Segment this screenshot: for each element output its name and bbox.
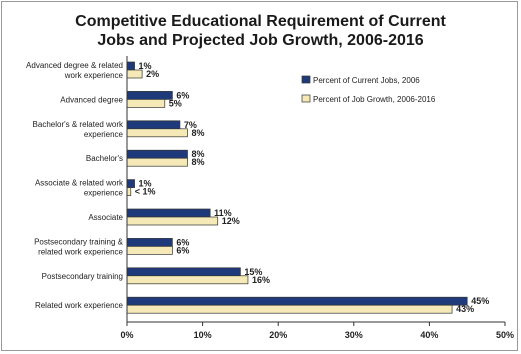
- x-tick-label-1: 0%: [120, 330, 133, 340]
- x-tick-label-6: 50%: [496, 330, 514, 340]
- chart-title: Competitive Educational Requirement of C…: [0, 12, 521, 50]
- data-label-series-2-cat-9: 43%: [456, 304, 474, 314]
- legend-label-2: Percent of Job Growth, 2006-2016: [313, 95, 436, 104]
- data-label-series-2-cat-8: 16%: [252, 275, 270, 285]
- data-label-series-2-cat-1: 2%: [146, 69, 159, 79]
- data-label-series-2-cat-3: 8%: [191, 128, 204, 138]
- bar-series-2-cat-2: [126, 99, 166, 108]
- x-tick-label-4: 30%: [345, 330, 363, 340]
- category-label-4: Bachelor's: [86, 154, 123, 163]
- data-label-series-1-cat-1: 1%: [139, 61, 152, 71]
- data-labels-group: 1%2%6%5%7%8%8%8%1%< 1%11%12%6%6%15%16%45…: [135, 61, 489, 314]
- x-tick-label-2: 10%: [194, 330, 212, 340]
- bar-series-1-cat-9: [126, 296, 468, 306]
- legend: Percent of Current Jobs, 2006 Percent of …: [301, 75, 436, 104]
- bar-series-1-cat-8: [126, 267, 241, 277]
- category-label-6: Associate: [88, 213, 123, 222]
- bar-series-1-cat-7: [126, 238, 173, 247]
- legend-swatch-2: [301, 94, 311, 103]
- data-label-series-1-cat-9: 45%: [471, 296, 489, 306]
- bar-series-1-cat-3: [126, 120, 181, 130]
- data-label-series-2-cat-7: 6%: [176, 245, 189, 255]
- data-label-series-1-cat-3: 7%: [184, 120, 197, 130]
- category-label-1-line-1: Advanced degree & related: [26, 61, 123, 70]
- chart-title-line-2: Jobs and Projected Job Growth, 2006-2016: [97, 32, 424, 49]
- bar-series-2-cat-9: [126, 304, 453, 314]
- bar-series-2-cat-4: [126, 157, 188, 167]
- bar-series-2-cat-8: [126, 275, 249, 285]
- category-label-3-line-1: Bachelor's & related work: [33, 120, 124, 129]
- category-label-2: Advanced degree: [60, 95, 123, 104]
- x-axis: 0% 10% 20% 30% 40% 50%: [120, 56, 514, 340]
- data-label-series-1-cat-7: 6%: [176, 237, 189, 247]
- data-label-series-2-cat-2: 5%: [169, 98, 182, 108]
- data-label-series-2-cat-6: 12%: [222, 216, 240, 226]
- category-label-8: Postsecondary training: [42, 272, 123, 281]
- bar-series-1-cat-4: [126, 149, 188, 159]
- category-label-7-line-1: Postsecondary training &: [34, 237, 124, 246]
- bar-series-1-cat-1: [126, 61, 135, 71]
- data-label-series-1-cat-6: 11%: [214, 208, 232, 218]
- data-label-series-1-cat-8: 15%: [244, 267, 262, 277]
- data-label-series-1-cat-5: 1%: [139, 179, 152, 189]
- chart-title-line-1: Competitive Educational Requirement of C…: [75, 13, 446, 30]
- data-label-series-2-cat-4: 8%: [191, 157, 204, 167]
- data-label-series-2-cat-5: < 1%: [135, 187, 156, 197]
- category-label-1-line-2: work experience: [64, 71, 124, 80]
- data-label-series-1-cat-4: 8%: [191, 149, 204, 159]
- bar-series-2-cat-1: [126, 69, 143, 79]
- bar-series-2-cat-3: [126, 128, 188, 138]
- bar-series-2-cat-7: [126, 246, 173, 255]
- bars-group: [126, 61, 468, 314]
- bar-series-2-cat-5: [126, 187, 132, 196]
- legend-label-1: Percent of Current Jobs, 2006: [313, 76, 420, 85]
- category-label-7-line-2: related work experience: [38, 247, 123, 256]
- bar-series-1-cat-5: [126, 179, 135, 188]
- data-label-series-1-cat-2: 6%: [176, 90, 189, 100]
- category-label-5-line-2: experience: [84, 189, 124, 198]
- x-tick-label-3: 20%: [269, 330, 287, 340]
- bar-series-1-cat-6: [126, 208, 211, 218]
- x-tick-label-5: 40%: [420, 330, 438, 340]
- bar-series-2-cat-6: [126, 216, 219, 226]
- legend-swatch-1: [301, 75, 311, 84]
- category-label-9: Related work experience: [35, 301, 124, 310]
- category-label-3-line-2: experience: [84, 130, 124, 139]
- bar-series-1-cat-2: [126, 91, 173, 100]
- category-label-5-line-1: Associate & related work: [35, 179, 124, 188]
